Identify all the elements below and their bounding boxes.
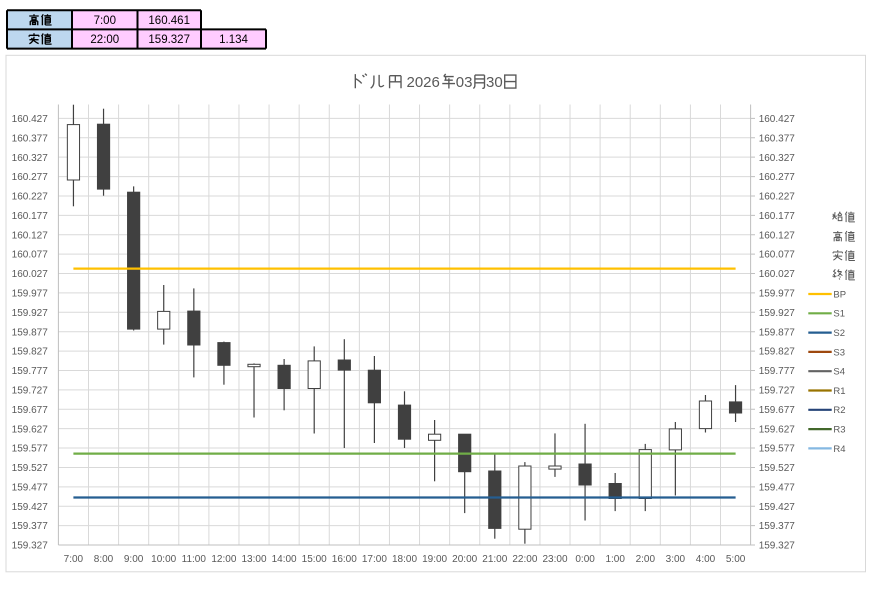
svg-text:20:00: 20:00 bbox=[452, 554, 477, 565]
svg-text:1:00: 1:00 bbox=[605, 554, 625, 565]
svg-text:160.077: 160.077 bbox=[759, 250, 796, 261]
svg-text:159.527: 159.527 bbox=[759, 463, 796, 474]
svg-text:159.977: 159.977 bbox=[12, 289, 49, 300]
svg-text:19:00: 19:00 bbox=[422, 554, 447, 565]
svg-text:S1: S1 bbox=[833, 309, 845, 320]
svg-text:9:00: 9:00 bbox=[124, 554, 144, 565]
svg-text:159.477: 159.477 bbox=[759, 482, 796, 493]
svg-text:159.677: 159.677 bbox=[759, 405, 796, 416]
svg-text:159.377: 159.377 bbox=[759, 521, 796, 532]
svg-text:8:00: 8:00 bbox=[94, 554, 114, 565]
svg-text:18:00: 18:00 bbox=[392, 554, 417, 565]
svg-text:159.777: 159.777 bbox=[759, 366, 796, 377]
svg-text:160.377: 160.377 bbox=[759, 133, 796, 144]
svg-text:2:00: 2:00 bbox=[636, 554, 656, 565]
svg-text:5:00: 5:00 bbox=[726, 554, 746, 565]
svg-text:R4: R4 bbox=[833, 444, 845, 455]
svg-text:160.427: 160.427 bbox=[12, 114, 49, 125]
svg-text:160.177: 160.177 bbox=[12, 211, 49, 222]
svg-text:14:00: 14:00 bbox=[272, 554, 297, 565]
svg-text:159.927: 159.927 bbox=[759, 308, 796, 319]
svg-text:7:00: 7:00 bbox=[64, 554, 84, 565]
svg-text:160.127: 160.127 bbox=[12, 230, 49, 241]
svg-text:11:00: 11:00 bbox=[182, 554, 207, 565]
svg-text:160.127: 160.127 bbox=[759, 230, 796, 241]
svg-text:10:00: 10:00 bbox=[151, 554, 176, 565]
svg-text:159.977: 159.977 bbox=[759, 289, 796, 300]
svg-text:21:00: 21:00 bbox=[482, 554, 507, 565]
svg-text:160.327: 160.327 bbox=[759, 153, 796, 164]
svg-text:R2: R2 bbox=[833, 405, 845, 416]
svg-text:22:00: 22:00 bbox=[512, 554, 537, 565]
svg-text:BP: BP bbox=[833, 289, 846, 300]
svg-text:R3: R3 bbox=[833, 425, 845, 436]
svg-text:160.427: 160.427 bbox=[759, 114, 796, 125]
svg-text:160.377: 160.377 bbox=[12, 133, 49, 144]
svg-text:159.827: 159.827 bbox=[12, 347, 49, 358]
svg-text:23:00: 23:00 bbox=[542, 554, 567, 565]
svg-text:160.227: 160.227 bbox=[759, 192, 796, 203]
svg-text:159.577: 159.577 bbox=[759, 444, 796, 455]
svg-text:16:00: 16:00 bbox=[332, 554, 357, 565]
svg-text:03: 03 bbox=[456, 74, 473, 91]
svg-text:7:00: 7:00 bbox=[94, 15, 116, 27]
svg-text:159.877: 159.877 bbox=[759, 327, 796, 338]
svg-text:22:00: 22:00 bbox=[90, 34, 119, 46]
svg-text:17:00: 17:00 bbox=[362, 554, 387, 565]
svg-text:0:00: 0:00 bbox=[575, 554, 595, 565]
svg-text:3:00: 3:00 bbox=[666, 554, 686, 565]
svg-text:159.727: 159.727 bbox=[759, 386, 796, 397]
svg-text:159.927: 159.927 bbox=[12, 308, 49, 319]
svg-text:160.177: 160.177 bbox=[759, 211, 796, 222]
svg-text:159.627: 159.627 bbox=[759, 424, 796, 435]
svg-text:4:00: 4:00 bbox=[696, 554, 716, 565]
svg-text:160.027: 160.027 bbox=[12, 269, 49, 280]
svg-text:160.327: 160.327 bbox=[12, 153, 49, 164]
svg-text:159.777: 159.777 bbox=[12, 366, 49, 377]
svg-text:2026: 2026 bbox=[407, 74, 440, 91]
svg-text:R1: R1 bbox=[833, 386, 845, 397]
svg-text:159.677: 159.677 bbox=[12, 405, 49, 416]
svg-text:159.627: 159.627 bbox=[12, 424, 49, 435]
svg-text:160.277: 160.277 bbox=[12, 172, 49, 183]
svg-text:30: 30 bbox=[486, 74, 503, 91]
svg-text:12:00: 12:00 bbox=[211, 554, 236, 565]
svg-text:159.477: 159.477 bbox=[12, 482, 49, 493]
svg-text:159.827: 159.827 bbox=[759, 347, 796, 358]
svg-text:160.227: 160.227 bbox=[12, 192, 49, 203]
svg-text:159.327: 159.327 bbox=[759, 541, 796, 552]
svg-text:S2: S2 bbox=[833, 328, 845, 339]
svg-text:159.327: 159.327 bbox=[12, 541, 49, 552]
svg-text:160.461: 160.461 bbox=[148, 15, 190, 27]
svg-text:159.727: 159.727 bbox=[12, 386, 49, 397]
svg-text:S4: S4 bbox=[833, 367, 845, 378]
svg-text:1.134: 1.134 bbox=[219, 34, 248, 46]
svg-text:159.527: 159.527 bbox=[12, 463, 49, 474]
svg-text:159.877: 159.877 bbox=[12, 327, 49, 338]
svg-text:13:00: 13:00 bbox=[241, 554, 266, 565]
svg-text:159.427: 159.427 bbox=[759, 502, 796, 513]
svg-text:159.577: 159.577 bbox=[12, 444, 49, 455]
svg-text:160.077: 160.077 bbox=[12, 250, 49, 261]
svg-text:15:00: 15:00 bbox=[302, 554, 327, 565]
svg-text:S3: S3 bbox=[833, 347, 845, 358]
svg-text:160.277: 160.277 bbox=[759, 172, 796, 183]
svg-text:159.427: 159.427 bbox=[12, 502, 49, 513]
svg-text:159.327: 159.327 bbox=[148, 34, 190, 46]
svg-text:160.027: 160.027 bbox=[759, 269, 796, 280]
svg-text:159.377: 159.377 bbox=[12, 521, 49, 532]
